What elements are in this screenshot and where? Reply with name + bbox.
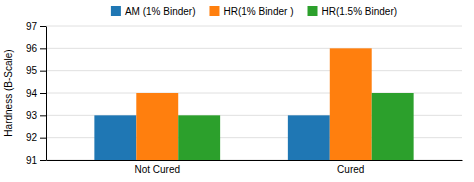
chart: 91 92 93 94 95 96 97 Not Cured Cured Hardness (B-… xyxy=(0,0,474,182)
bar xyxy=(330,48,372,160)
legend-label: AM (1% Binder) xyxy=(125,6,196,17)
y-tick: 92 xyxy=(26,132,46,143)
grid-line xyxy=(46,48,462,49)
legend-swatch xyxy=(308,6,318,16)
y-tick: 91 xyxy=(26,155,46,166)
bar xyxy=(288,115,330,160)
legend-item: HR(1% Binder ) xyxy=(209,6,293,17)
bar xyxy=(136,93,178,160)
grid-line xyxy=(46,70,462,71)
grid-line xyxy=(46,26,462,27)
x-tick-label: Not Cured xyxy=(134,164,180,175)
y-tick-label: 94 xyxy=(26,88,38,99)
bar xyxy=(178,115,220,160)
x-axis-line xyxy=(47,160,463,161)
y-tick: 95 xyxy=(26,65,46,76)
x-tick-label: Cured xyxy=(337,164,364,175)
y-tick-mark xyxy=(40,160,46,161)
bar xyxy=(372,93,414,160)
y-tick: 94 xyxy=(26,88,46,99)
legend-item: AM (1% Binder) xyxy=(111,6,196,17)
y-tick-mark xyxy=(40,93,46,94)
y-tick-mark xyxy=(40,115,46,116)
y-tick-label: 92 xyxy=(26,132,38,143)
y-tick-label: 97 xyxy=(26,21,38,32)
legend-item: HR(1.5% Binder) xyxy=(308,6,398,17)
x-tick: Not Cured xyxy=(134,164,180,175)
legend-label: HR(1% Binder ) xyxy=(223,6,293,17)
y-tick-mark xyxy=(40,48,46,49)
x-tick: Cured xyxy=(337,164,364,175)
y-tick-mark xyxy=(40,138,46,139)
y-axis: 91 92 93 94 95 96 97 xyxy=(26,21,47,166)
legend: AM (1% Binder) HR(1% Binder ) HR(1.5% Bind… xyxy=(111,6,397,17)
y-axis-title: Hardness (B-Scale) xyxy=(3,49,14,136)
y-tick-label: 91 xyxy=(26,155,38,166)
y-tick-mark xyxy=(40,26,46,27)
y-tick-label: 95 xyxy=(26,65,38,76)
y-tick-label: 93 xyxy=(26,110,38,121)
legend-swatch xyxy=(209,6,219,16)
x-axis: Not Cured Cured xyxy=(47,161,463,176)
legend-swatch xyxy=(111,6,121,16)
bars xyxy=(94,48,413,160)
grid xyxy=(46,26,462,160)
y-tick-mark xyxy=(40,71,46,72)
y-axis-line xyxy=(46,27,47,161)
bar xyxy=(94,115,136,160)
y-tick: 96 xyxy=(26,43,46,54)
plot: 91 92 93 94 95 96 97 Not Cured Cured xyxy=(26,21,463,175)
y-tick: 93 xyxy=(26,110,46,121)
y-tick-label: 96 xyxy=(26,43,38,54)
y-tick: 97 xyxy=(26,21,46,32)
legend-label: HR(1.5% Binder) xyxy=(322,6,398,17)
